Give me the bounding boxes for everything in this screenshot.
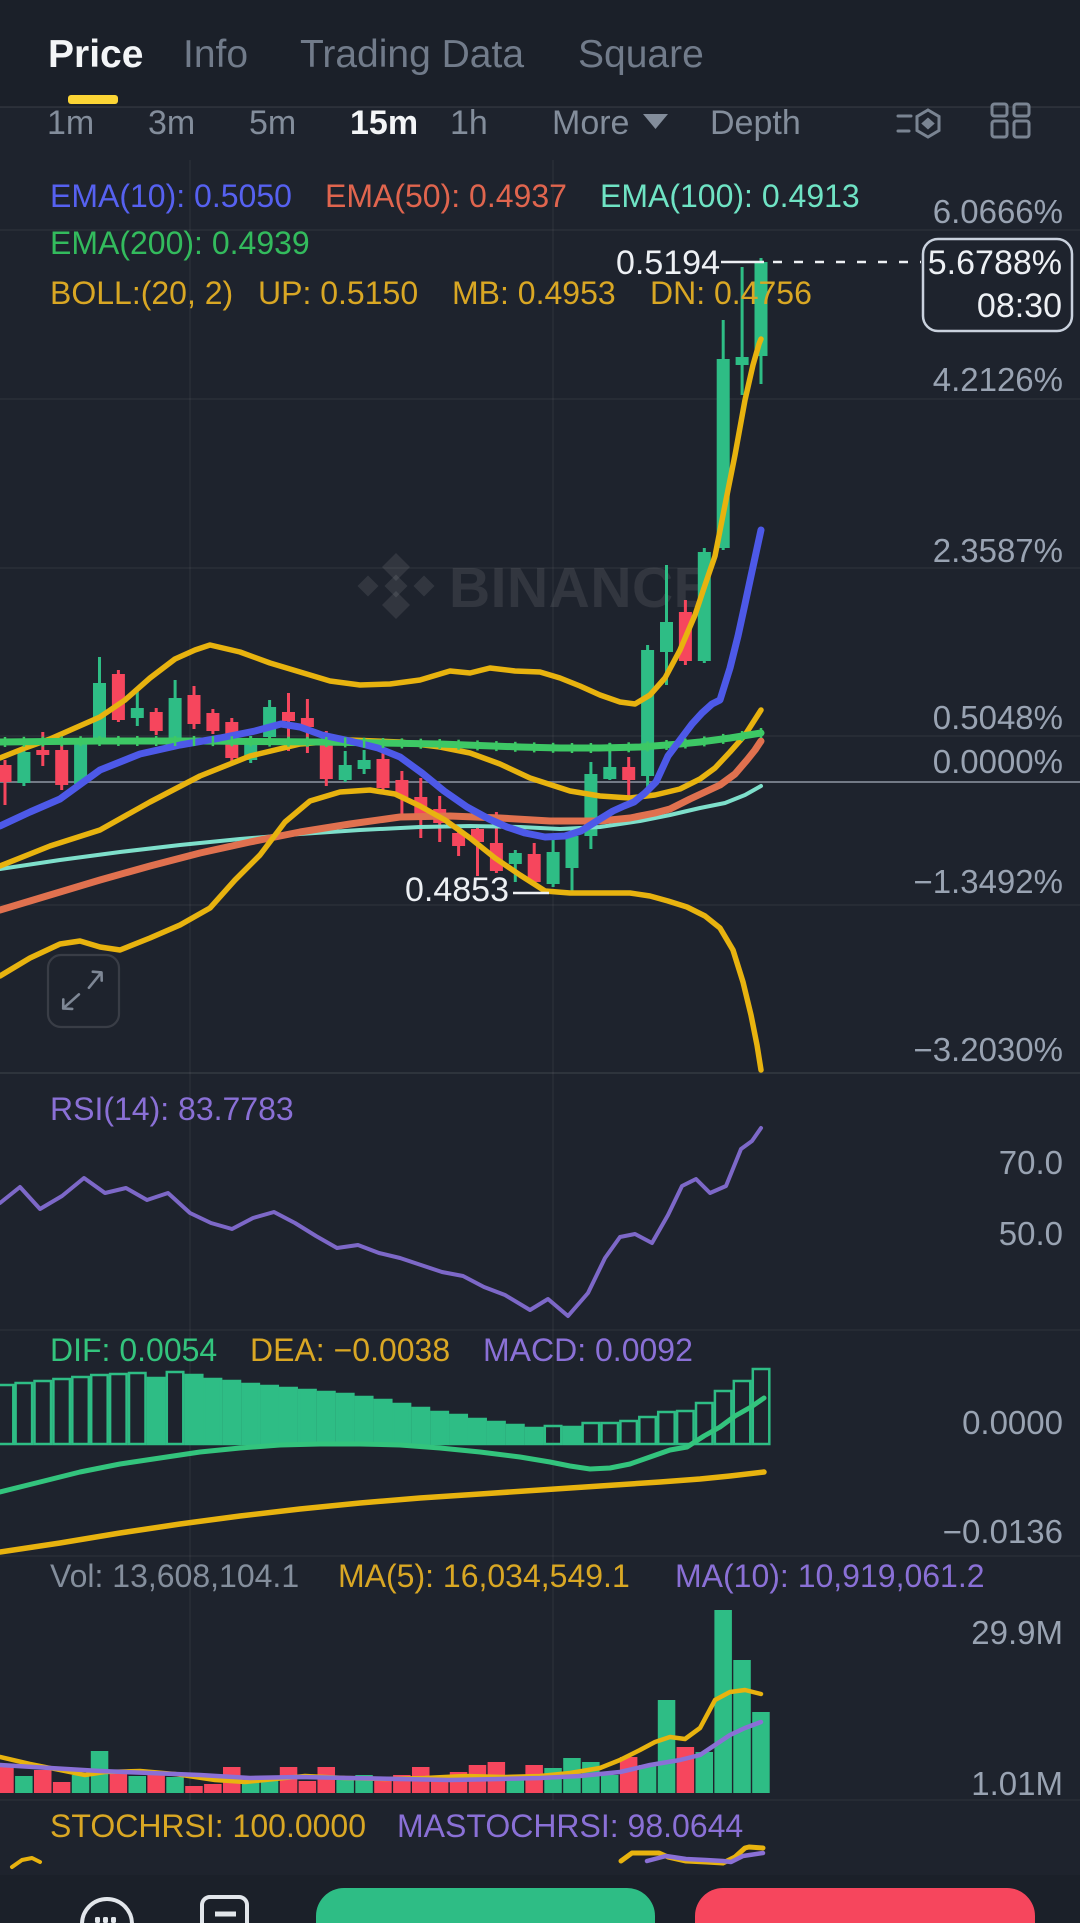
svg-text:−3.2030%: −3.2030% [913,1031,1063,1068]
svg-text:BINANCE: BINANCE [449,556,712,620]
svg-text:More: More [552,104,629,142]
svg-text:0.5048%: 0.5048% [933,699,1063,736]
svg-text:MASTOCHRSI: 98.0644: MASTOCHRSI: 98.0644 [397,1808,743,1844]
svg-text:−1.3492%: −1.3492% [913,863,1063,900]
svg-text:STOCHRSI: 100.0000: STOCHRSI: 100.0000 [50,1808,366,1844]
svg-text:15m: 15m [350,104,418,142]
svg-text:DN: 0.4756: DN: 0.4756 [650,275,812,311]
svg-text:MB: 0.4953: MB: 0.4953 [452,275,616,311]
svg-text:MA(5): 16,034,549.1: MA(5): 16,034,549.1 [338,1558,630,1594]
svg-text:0.0000: 0.0000 [962,1404,1063,1441]
svg-text:70.0: 70.0 [999,1144,1063,1181]
svg-text:EMA(10): 0.5050: EMA(10): 0.5050 [50,178,292,214]
svg-text:0.4853: 0.4853 [405,871,509,909]
svg-text:4.2126%: 4.2126% [933,361,1063,398]
svg-text:DEA: −0.0038: DEA: −0.0038 [250,1332,450,1368]
svg-text:UP: 0.5150: UP: 0.5150 [258,275,418,311]
svg-text:08:30: 08:30 [977,287,1062,325]
svg-text:1m: 1m [47,104,94,142]
svg-text:Vol: 13,608,104.1: Vol: 13,608,104.1 [50,1558,299,1594]
svg-text:0.0000%: 0.0000% [933,743,1063,780]
svg-text:2.3587%: 2.3587% [933,532,1063,569]
svg-text:BOLL:(20, 2): BOLL:(20, 2) [50,275,233,311]
svg-text:DIF: 0.0054: DIF: 0.0054 [50,1332,217,1368]
svg-text:EMA(200): 0.4939: EMA(200): 0.4939 [50,225,310,261]
svg-text:EMA(50): 0.4937: EMA(50): 0.4937 [325,178,567,214]
svg-text:50.0: 50.0 [999,1215,1063,1252]
svg-text:3m: 3m [148,104,195,142]
svg-text:1.01M: 1.01M [971,1765,1063,1802]
svg-text:Depth: Depth [710,104,801,142]
svg-text:6.0666%: 6.0666% [933,193,1063,230]
svg-text:0.5194: 0.5194 [616,244,720,282]
svg-text:5.6788%: 5.6788% [928,244,1062,282]
svg-text:Trading Data: Trading Data [300,33,524,76]
svg-text:MACD: 0.0092: MACD: 0.0092 [483,1332,693,1368]
svg-text:Info: Info [183,33,248,76]
svg-text:Price: Price [48,33,143,76]
svg-text:Square: Square [578,33,704,76]
svg-text:−0.0136: −0.0136 [943,1513,1063,1550]
svg-text:RSI(14): 83.7783: RSI(14): 83.7783 [50,1091,294,1127]
svg-text:1h: 1h [450,104,488,142]
svg-text:29.9M: 29.9M [971,1614,1063,1651]
svg-text:MA(10): 10,919,061.2: MA(10): 10,919,061.2 [675,1558,985,1594]
svg-text:5m: 5m [249,104,296,142]
svg-text:EMA(100): 0.4913: EMA(100): 0.4913 [600,178,860,214]
